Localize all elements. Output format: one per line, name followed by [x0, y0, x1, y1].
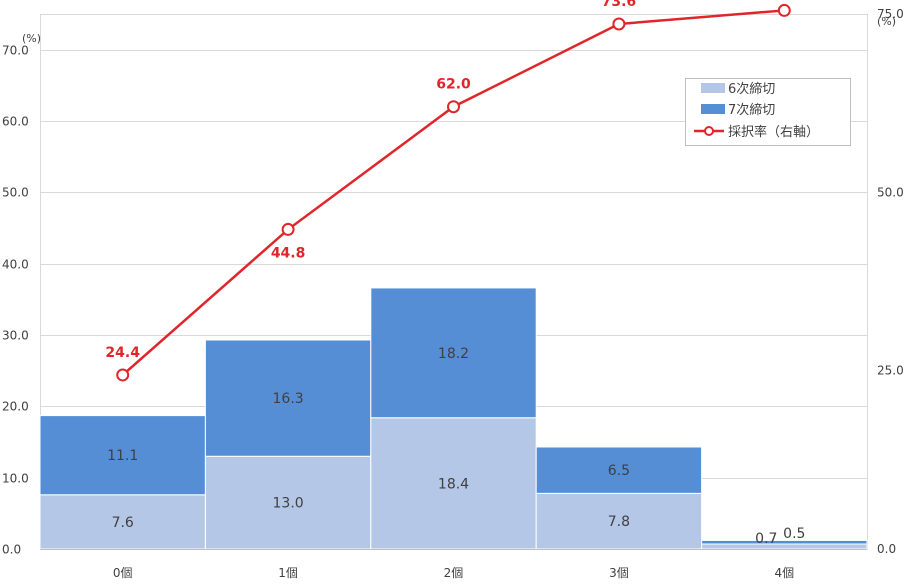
bar-7: [370, 287, 537, 419]
left-tick-label: 0.0: [2, 543, 21, 557]
rate-point: [116, 368, 130, 382]
rate-point: [777, 3, 791, 17]
bar-label-6: 0.7: [755, 531, 777, 547]
left-tick-label: 40.0: [2, 258, 29, 272]
bar-7: [39, 415, 206, 496]
x-tick-label: 2個: [444, 566, 464, 580]
rate-point: [281, 222, 295, 236]
right-tick-label: 0.0: [877, 542, 896, 556]
left-tick-label: 20.0: [2, 400, 29, 414]
left-tick-label: 50.0: [2, 186, 29, 200]
legend-label-rate: 採択率（右軸）: [728, 124, 819, 140]
right-tick-label: 50.0: [877, 185, 904, 199]
bar-label-7: 16.3: [273, 391, 304, 407]
bar-label-6: 13.0: [273, 496, 304, 512]
legend-swatch-7: [701, 104, 725, 114]
bar-label-7: 6.5: [608, 463, 630, 479]
legend-swatch-marker: [704, 126, 714, 136]
legend: 6次締切 7次締切 採択率（右軸）: [685, 78, 851, 146]
bars: 7.6 11.1 13.0 16.3 18.4 18.2 7.8 6.5 0.7 0.5: [39, 287, 868, 550]
left-axis: 0.0 10.0 20.0 30.0 40.0 50.0 60.0 70.0: [2, 44, 29, 557]
left-tick-label: 60.0: [2, 115, 29, 129]
bar-label-6: 18.4: [438, 476, 469, 492]
left-axis-unit: (%): [22, 32, 41, 45]
rate-point: [612, 17, 626, 31]
left-tick-label: 30.0: [2, 329, 29, 343]
x-axis: 0個 1個 2個 3個 4個: [40, 549, 867, 580]
right-tick-label: 75.0: [877, 7, 904, 21]
bar-6: [204, 455, 372, 550]
gridlines: [40, 50, 867, 479]
x-tick-label: 1個: [278, 566, 298, 580]
rate-line: 24.444.862.073.675.5: [105, 0, 791, 382]
rate-label: 44.8: [271, 245, 306, 261]
x-tick-label: 4個: [774, 566, 794, 580]
bar-label-7: 11.1: [107, 448, 138, 464]
bar-label-7: 18.2: [438, 346, 469, 362]
x-tick-label: 0個: [113, 566, 133, 580]
rate-label: 62.0: [436, 77, 471, 93]
bar-6: [535, 492, 703, 550]
bar-6: [370, 417, 537, 550]
bar-7: [701, 539, 868, 545]
bar-label-6: 7.8: [608, 514, 630, 530]
bar-label-6: 7.6: [112, 515, 134, 531]
left-tick-label: 70.0: [2, 44, 29, 58]
rate-label: 24.4: [105, 345, 140, 361]
rate-label: 73.6: [602, 0, 637, 10]
x-tick-label: 3個: [609, 566, 629, 580]
bar-6: [701, 543, 868, 550]
bar-7: [535, 446, 703, 494]
right-axis-unit: (%): [877, 15, 896, 28]
right-axis: 0.0 25.0 50.0 75.0: [877, 7, 904, 556]
legend-swatch-6: [701, 83, 725, 93]
rate-point: [447, 100, 460, 114]
bar-label-7: 0.5: [783, 526, 805, 542]
legend-label-6: 6次締切: [728, 81, 775, 97]
bar-7: [204, 339, 372, 457]
legend-label-7: 7次締切: [728, 102, 775, 118]
left-tick-label: 10.0: [2, 472, 29, 486]
right-tick-label: 25.0: [877, 364, 904, 378]
